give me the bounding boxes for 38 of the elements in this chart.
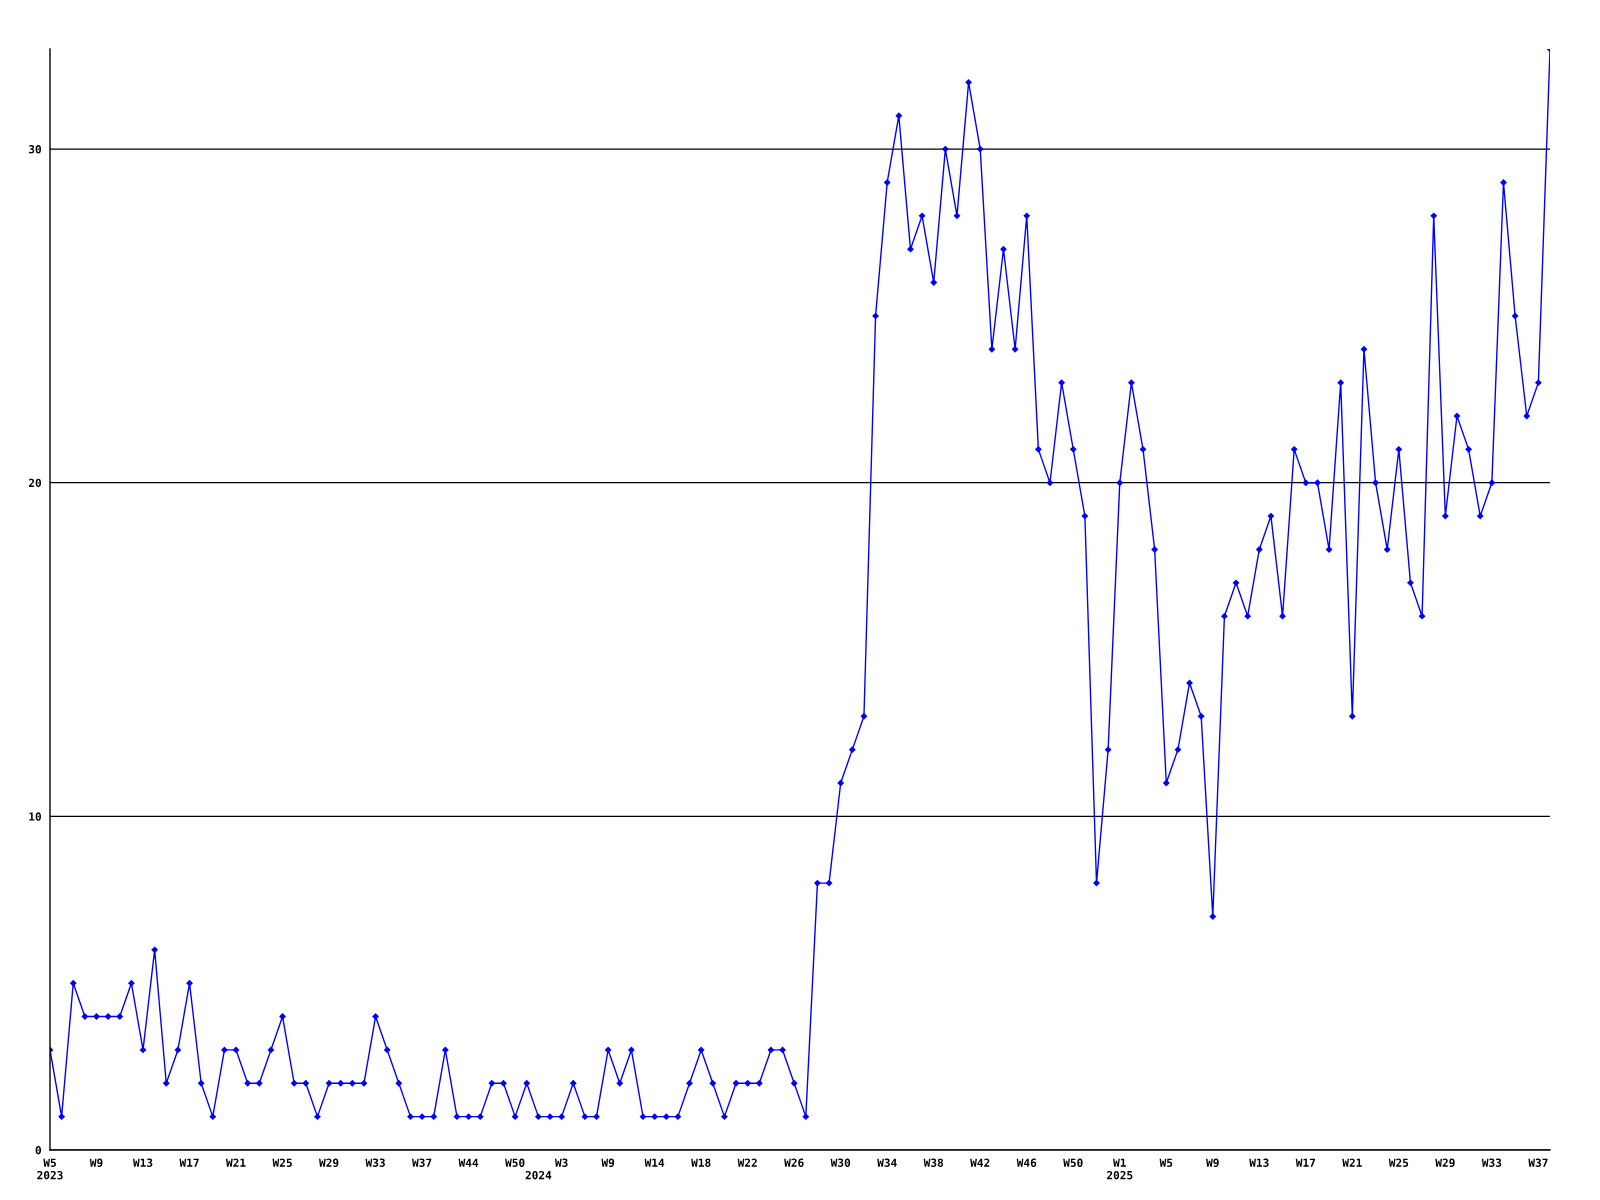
x-tick-label: W21 [1342, 1158, 1362, 1167]
x-tick-label: W14 [644, 1158, 665, 1167]
x-tick-label: W17 [1295, 1158, 1316, 1167]
y-tick-label: 30 [28, 145, 41, 154]
x-tick-label: W37 [1528, 1158, 1548, 1167]
x-tick-label: W34 [877, 1158, 897, 1167]
x-tick-label: W13 [1249, 1158, 1269, 1167]
x-tick-label: W22 [737, 1158, 757, 1167]
x-tick-label: W30 [830, 1158, 851, 1167]
x-tick-label: W9 [89, 1158, 103, 1167]
x-tick-label: W37 [412, 1158, 432, 1167]
x-tick-label: W50 [505, 1158, 525, 1167]
y-tick-label: 10 [29, 812, 41, 821]
x-tick-label: W50 [1063, 1158, 1083, 1167]
y-tick-label: 0 [35, 1145, 41, 1155]
x-tick-label: W25 [272, 1158, 292, 1167]
x-tick-label: W29 [319, 1158, 339, 1167]
x-tick-label: W25 [1388, 1158, 1409, 1167]
x-tick-label: W5 [1159, 1158, 1173, 1167]
x-tick-label: W33 [365, 1158, 385, 1167]
x-tick-label: W9 [1206, 1158, 1219, 1167]
x-tick-label: W29 [1435, 1158, 1455, 1167]
x-tick-label: W44 [458, 1158, 479, 1167]
x-tick-label: W13 [132, 1158, 153, 1167]
x-tick-label: W26 [784, 1158, 804, 1167]
y-tick-label: 20 [28, 478, 41, 488]
x-tick-label: W3 [554, 1158, 568, 1167]
x-tick-label: W18 [691, 1158, 711, 1167]
x-tick-label: 2024 [525, 1170, 552, 1180]
x-tick-label: W33 [1481, 1158, 1502, 1167]
x-tick-label: W1 2025 [1107, 1158, 1133, 1180]
x-tick-label: W21 [226, 1158, 246, 1167]
x-tick-label: W17 [179, 1158, 199, 1167]
x-tick-label: W42 [970, 1158, 990, 1167]
x-tick-label: W46 [1016, 1158, 1037, 1167]
x-tick-label: W9 [601, 1158, 615, 1167]
x-tick-label: W5 2023 [37, 1158, 63, 1180]
x-tick-label: W38 [923, 1158, 944, 1167]
